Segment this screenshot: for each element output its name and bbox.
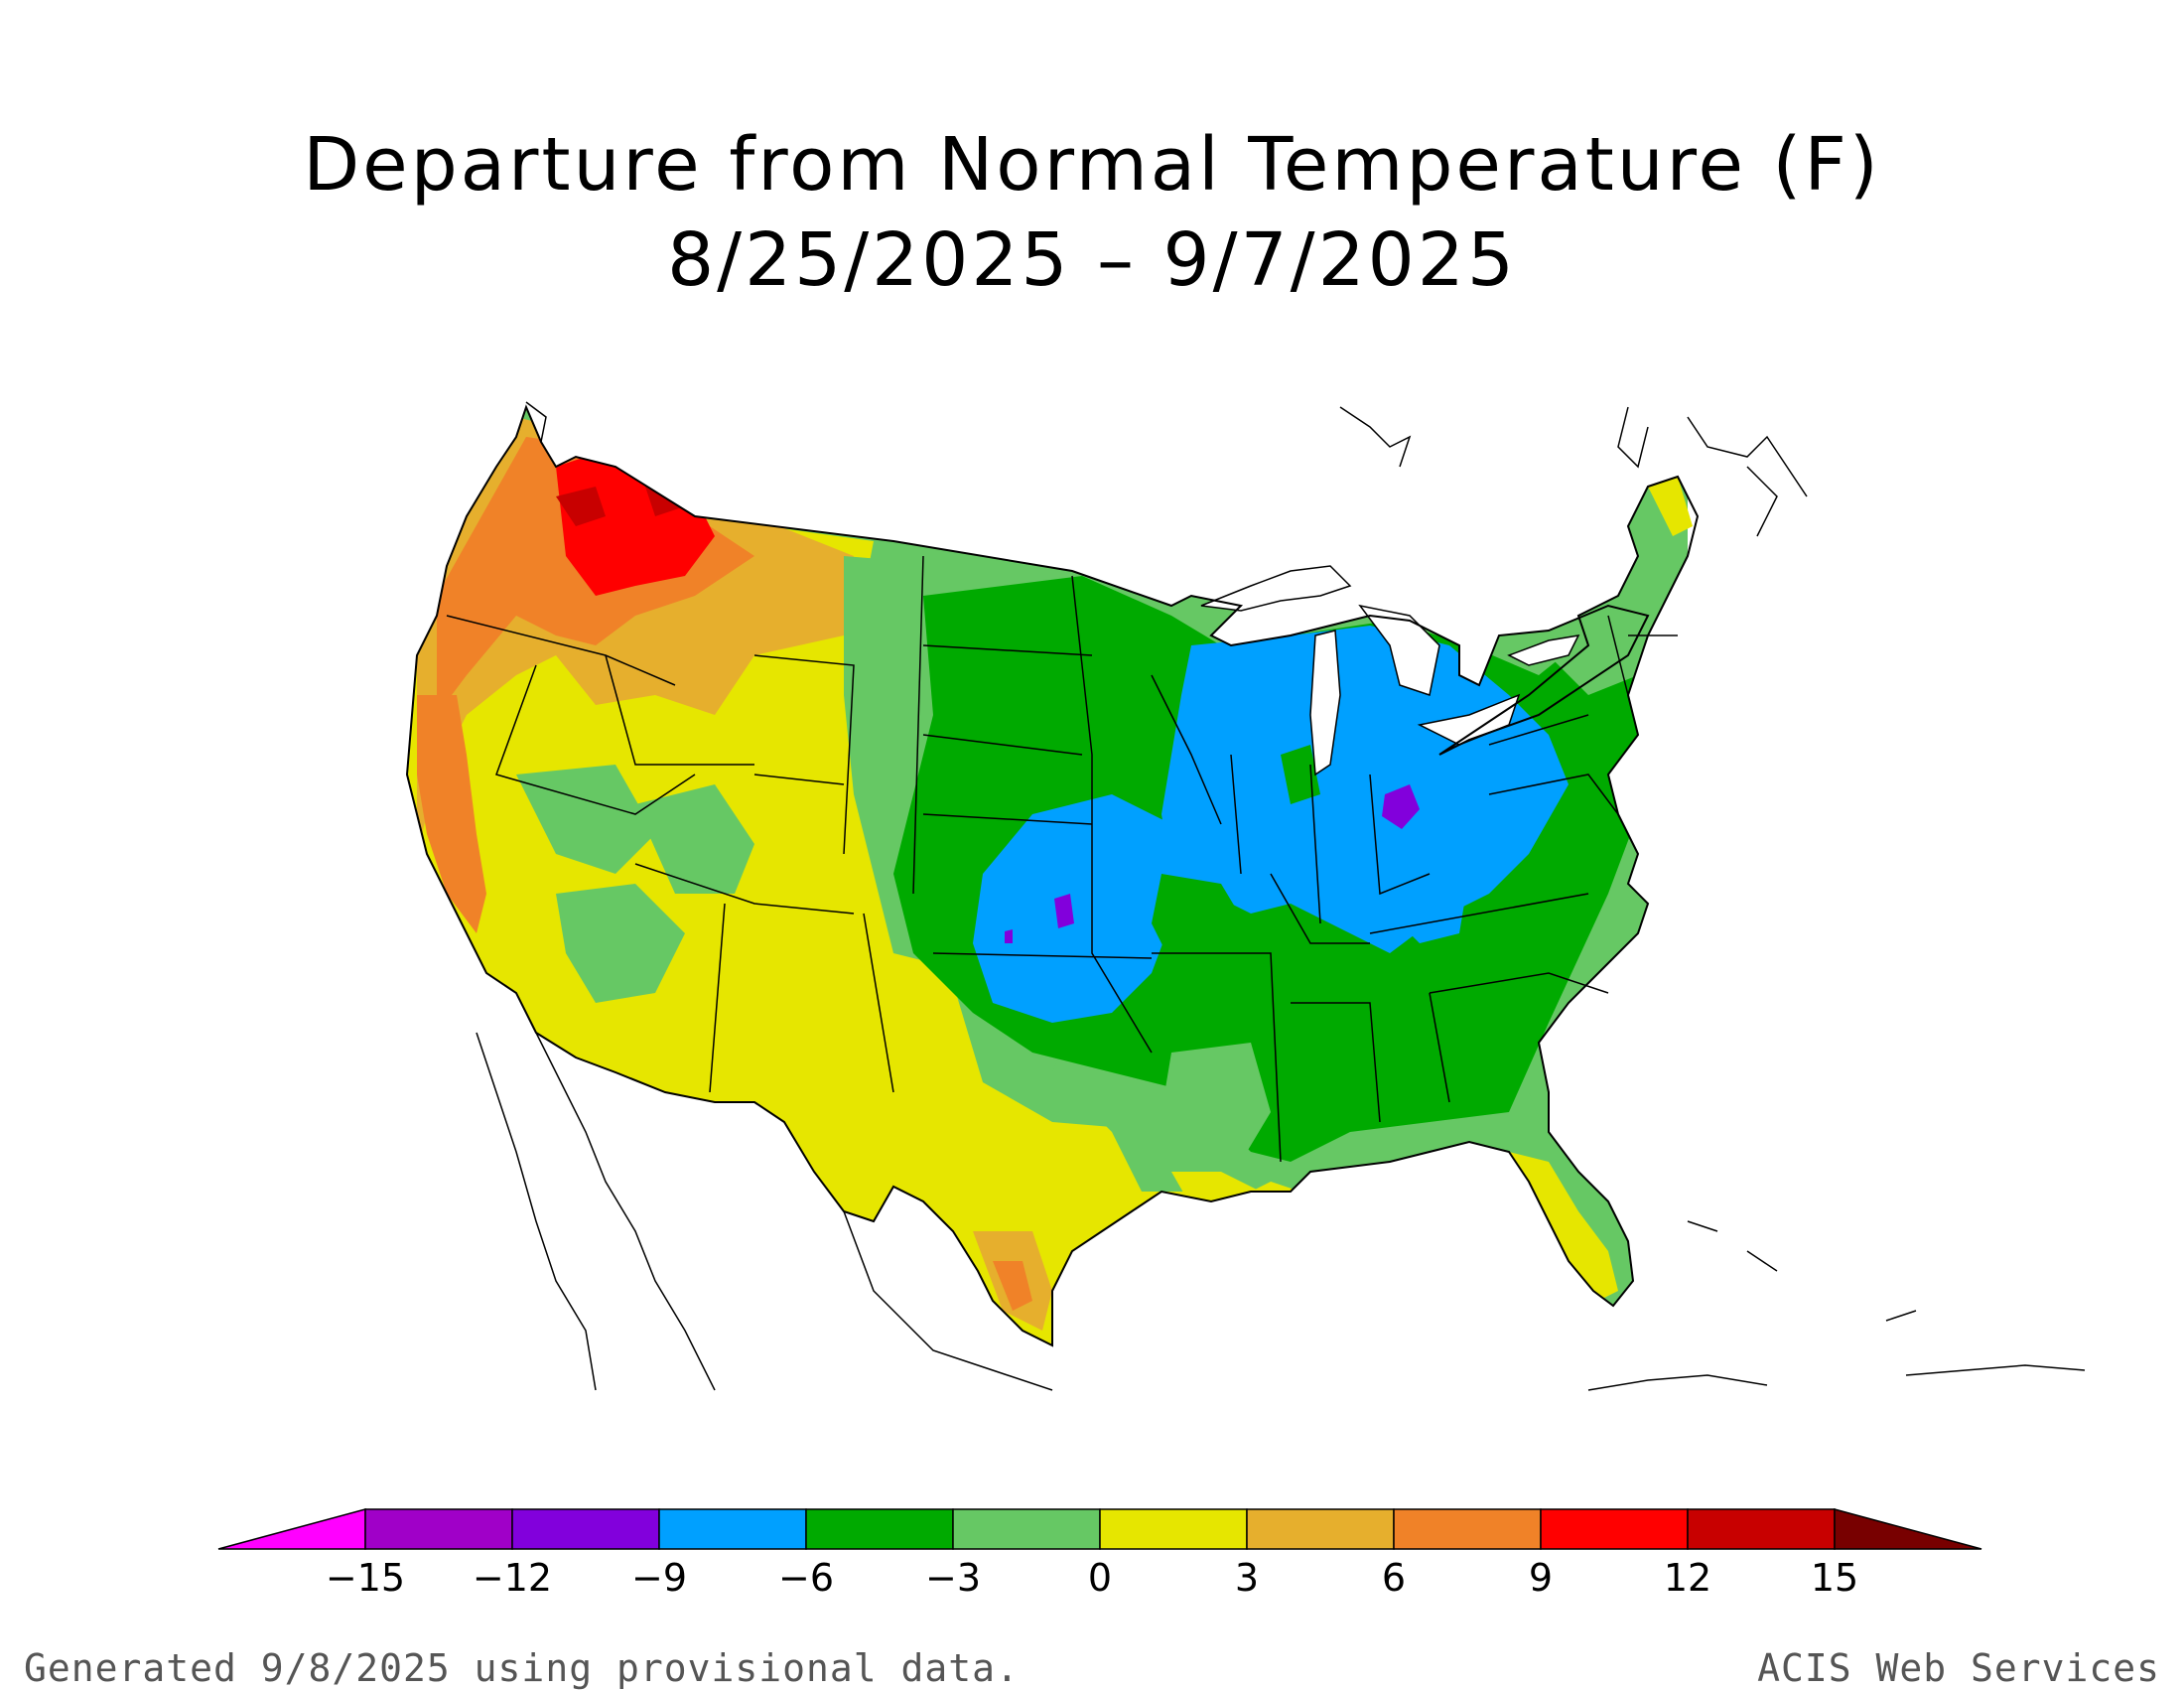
legend-tick-label: 0 <box>1088 1556 1112 1600</box>
legend-swatch <box>1246 1508 1395 1550</box>
legend-swatches <box>217 1508 1982 1550</box>
legend-swatch <box>658 1508 807 1550</box>
title-line-1: Departure from Normal Temperature (F) <box>303 122 1881 208</box>
legend-tick-label: 12 <box>1664 1556 1711 1600</box>
state-boundaries <box>446 555 1678 1163</box>
legend-swatch <box>805 1508 954 1550</box>
footer-credit: ACIS Web Services <box>1757 1646 2160 1690</box>
legend-swatch <box>364 1508 513 1550</box>
map-title: Departure from Normal Temperature (F) 8/… <box>0 117 2184 308</box>
legend-tick-label: 15 <box>1811 1556 1858 1600</box>
legend-swatch <box>511 1508 660 1550</box>
legend-swatch <box>1687 1508 1836 1550</box>
temperature-departure-map <box>405 401 2086 1391</box>
legend-swatch <box>1834 1508 1982 1550</box>
legend-tick-label: −15 <box>326 1556 405 1600</box>
legend-tick-label: −3 <box>925 1556 981 1600</box>
legend-tick-label: −9 <box>631 1556 687 1600</box>
footer-generated-note: Generated 9/8/2025 using provisional dat… <box>24 1646 1020 1690</box>
mexico-outline <box>476 1032 1053 1391</box>
legend-tick-label: 6 <box>1382 1556 1406 1600</box>
legend-swatch <box>1099 1508 1248 1550</box>
canada-coastline <box>525 401 1808 537</box>
legend-tick-label: −6 <box>778 1556 834 1600</box>
legend-tick-label: 9 <box>1529 1556 1553 1600</box>
us-outline <box>405 404 1700 1347</box>
legend-tick-label: 3 <box>1235 1556 1259 1600</box>
caribbean-coastline <box>1587 1220 2086 1391</box>
legend-swatch <box>952 1508 1101 1550</box>
title-line-2: 8/25/2025 – 9/7/2025 <box>667 217 1517 303</box>
legend-swatch <box>217 1508 366 1550</box>
legend-ticks: −15 −12 −9 −6 −3 0 3 6 9 12 15 <box>326 1556 1858 1600</box>
legend-swatch <box>1540 1508 1689 1550</box>
legend-tick-label: −12 <box>473 1556 552 1600</box>
legend-swatch <box>1393 1508 1542 1550</box>
great-lakes <box>1200 565 1580 776</box>
